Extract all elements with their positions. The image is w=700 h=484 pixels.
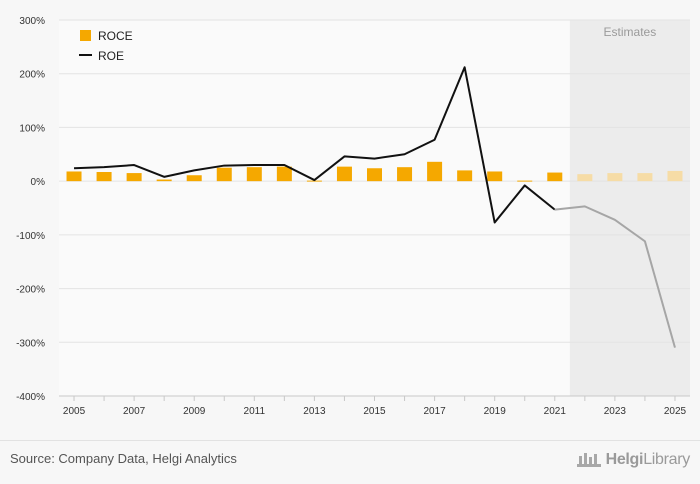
- roce-bar: [457, 170, 473, 182]
- chart: Estimates 300% 200% 100% 0% -100% -200% -300% -4…: [16, 16, 690, 417]
- y-tick-label: 0%: [31, 177, 46, 188]
- legend-roce-label: ROCE: [98, 29, 133, 43]
- roce-bar: [66, 171, 82, 182]
- roce-bar: [487, 171, 503, 182]
- roce-bar: [577, 174, 593, 182]
- roce-bar: [186, 175, 202, 182]
- x-tick-label: 2011: [244, 406, 266, 417]
- estimates-label: Estimates: [604, 25, 657, 39]
- x-tick-label: 2009: [183, 406, 206, 417]
- y-tick-label: -300%: [16, 338, 45, 349]
- roce-bar: [126, 173, 142, 182]
- brand-name: HelgiLibrary: [605, 451, 691, 469]
- roce-bar: [547, 172, 563, 182]
- footer: Source: Company Data, Helgi Analytics He…: [0, 440, 700, 484]
- x-tick-label: 2015: [363, 406, 386, 417]
- x-tick-label: 2017: [423, 406, 446, 417]
- y-tick-label: -200%: [16, 285, 45, 296]
- x-tick-label: 2023: [604, 406, 627, 417]
- roce-bar: [427, 161, 443, 182]
- roce-bar: [306, 180, 322, 182]
- roe-estimate-line: [554, 205, 676, 348]
- roce-bar: [517, 180, 533, 182]
- roce-bar: [667, 170, 683, 182]
- x-tick-label: 2019: [484, 406, 507, 417]
- roce-bar: [336, 166, 352, 182]
- x-tick-label: 2007: [123, 406, 146, 417]
- legend-roce-swatch: [80, 30, 91, 41]
- x-tick-label: 2013: [303, 406, 326, 417]
- roce-bar: [397, 167, 413, 182]
- roce-bar: [156, 179, 172, 182]
- x-tick-label: 2025: [664, 406, 687, 417]
- brand-logo: HelgiLibrary: [576, 448, 690, 472]
- roce-bar: [637, 173, 653, 182]
- roce-bar: [216, 167, 232, 182]
- brand-suffix: Library: [643, 451, 690, 468]
- roce-bar: [96, 172, 112, 182]
- roe-line: [73, 66, 556, 224]
- legend-roe-label: ROE: [98, 49, 124, 63]
- library-icon: [576, 453, 601, 467]
- x-tick-label: 2021: [544, 406, 567, 417]
- brand-prefix: Helgi: [605, 451, 644, 468]
- source-note: Source: Company Data, Helgi Analytics: [10, 451, 237, 466]
- roce-bar: [607, 173, 623, 182]
- roce-bar: [276, 166, 292, 182]
- x-tick-label: 2005: [63, 406, 86, 417]
- y-tick-label: 100%: [19, 123, 45, 134]
- y-tick-label: 200%: [19, 70, 45, 81]
- y-tick-label: 300%: [19, 16, 45, 27]
- roce-bar: [367, 168, 382, 182]
- y-tick-label: -400%: [16, 392, 45, 403]
- y-tick-label: -100%: [16, 231, 45, 242]
- roce-bar: [246, 167, 262, 182]
